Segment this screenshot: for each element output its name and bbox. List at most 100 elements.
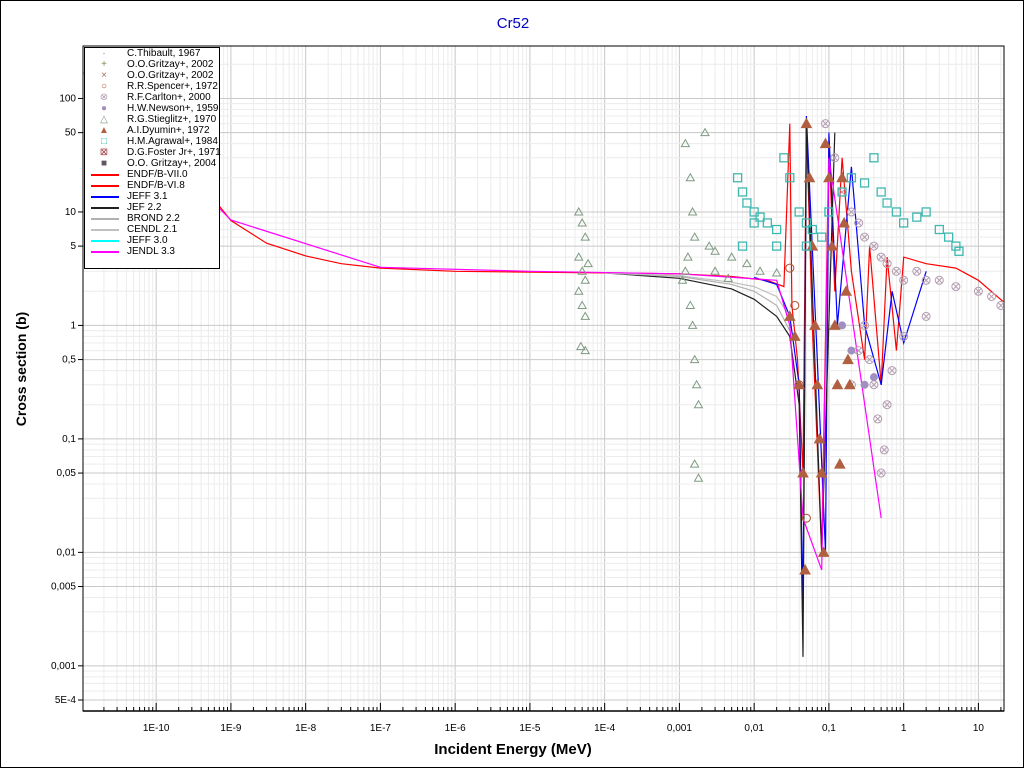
legend-line-icon <box>91 240 119 242</box>
circle-x-marker <box>934 275 944 285</box>
x-tick-label: 10 <box>973 723 985 734</box>
triangle-filled-marker <box>828 319 841 330</box>
triangle-open-marker <box>704 241 715 250</box>
legend-label: H.M.Agrawal+, 1984 <box>127 136 218 147</box>
legend-marker-icon: + <box>101 59 107 70</box>
legend-item: ○ R.R.Spencer+, 1972 <box>85 81 219 92</box>
square-open-marker <box>742 198 752 208</box>
triangle-filled-marker <box>800 117 813 129</box>
triangle-open-marker <box>687 206 698 216</box>
x-tick-label: 1E-7 <box>370 723 392 734</box>
triangle-open-marker <box>580 345 591 355</box>
circle-x-marker <box>865 355 875 365</box>
circle-x-marker <box>953 283 959 290</box>
circle-x-marker <box>873 414 883 424</box>
circle-x-marker <box>878 470 885 476</box>
square-open-marker <box>869 153 879 163</box>
legend-item: JEFF 3.0 <box>85 235 219 246</box>
circle-x-marker <box>975 288 982 295</box>
legend-label: R.G.Stieglitz+, 1970 <box>127 114 217 125</box>
circle-x-marker <box>900 277 907 284</box>
circle-open-marker <box>790 300 800 310</box>
circle-x-marker <box>871 243 877 249</box>
square-open-marker <box>921 207 931 217</box>
legend-line-icon <box>91 185 119 187</box>
circle-x-marker <box>854 218 864 228</box>
square-open-marker <box>772 241 782 251</box>
circle-x-marker <box>923 277 930 284</box>
legend-item: × O.O.Gritzay+, 2002 <box>85 70 219 81</box>
triangle-filled-marker <box>819 137 832 149</box>
circle-x-marker <box>923 313 930 320</box>
triangle-open-marker <box>577 217 588 227</box>
square-open-marker <box>807 224 817 235</box>
triangle-open-marker <box>687 320 698 329</box>
legend-line-icon <box>91 229 119 231</box>
square-open-marker <box>934 224 944 235</box>
x-tick-label: 1 <box>901 723 907 734</box>
circle-x-marker <box>899 275 909 285</box>
square-open-marker <box>732 173 743 183</box>
legend-label: CENDL 2.1 <box>127 224 178 235</box>
legend-label: C.Thibault, 1967 <box>127 48 201 59</box>
triangle-filled-marker <box>826 240 838 251</box>
square-open-marker <box>794 207 804 217</box>
circle-x-marker <box>855 347 862 354</box>
legend-label: O.O.Gritzay+, 2002 <box>127 59 214 70</box>
square-open-marker <box>737 187 748 197</box>
circle-x-marker <box>820 119 830 129</box>
circle-filled-marker <box>869 373 878 382</box>
legend-item: + O.O.Gritzay+, 2002 <box>85 59 219 70</box>
legend-item: JENDL 3.3 <box>85 246 219 257</box>
legend-item: △ R.G.Stieglitz+, 1970 <box>85 114 219 125</box>
triangle-open-marker <box>677 275 688 284</box>
circle-filled-marker <box>860 380 869 389</box>
circle-x-marker <box>921 311 931 321</box>
series-group <box>83 71 1004 657</box>
y-tick-label: 10 <box>65 207 77 218</box>
curve-jef-2-2 <box>604 123 836 657</box>
x-tick-label: 1E-5 <box>519 723 541 734</box>
triangle-open-marker <box>685 172 696 182</box>
circle-x-marker <box>860 232 870 242</box>
legend-label: JEFF 3.0 <box>127 235 168 246</box>
triangle-filled-marker <box>842 353 854 365</box>
legend-line-icon <box>91 174 119 176</box>
square-open-marker <box>801 218 812 228</box>
x-tick-label: 0,01 <box>744 723 764 734</box>
chart-title: Cr52 <box>496 15 530 32</box>
circle-x-marker <box>889 367 895 374</box>
x-tick-label: 1E-6 <box>445 723 467 734</box>
legend: · C.Thibault, 1967 + O.O.Gritzay+, 2002 × O.O… <box>84 47 221 269</box>
y-tick-label: 5E-4 <box>55 695 77 706</box>
circle-x-marker <box>882 259 892 269</box>
triangle-filled-marker <box>809 319 821 330</box>
circle-x-marker <box>998 302 1004 309</box>
legend-marker-icon: · <box>102 48 106 59</box>
circle-open-marker <box>801 513 811 523</box>
circle-x-marker <box>839 189 845 195</box>
square-open-marker <box>749 207 759 217</box>
square-open-marker <box>846 173 857 183</box>
legend-item: · C.Thibault, 1967 <box>85 48 219 59</box>
circle-x-marker <box>874 416 881 422</box>
legend-label: JENDL 3.3 <box>127 246 175 257</box>
x-tick-label: 0,1 <box>822 723 836 734</box>
legend-label: BROND 2.2 <box>127 213 180 224</box>
legend-label: ENDF/B-VII.0 <box>127 169 188 180</box>
triangle-open-marker <box>723 273 734 282</box>
triangle-open-marker <box>710 266 720 275</box>
triangle-open-marker <box>693 473 704 482</box>
square-open-marker <box>951 241 961 251</box>
triangle-filled-marker <box>783 310 796 321</box>
legend-label: A.I.Dyumin+, 1972 <box>127 125 210 136</box>
circle-x-marker <box>912 266 922 276</box>
legend-item: JEF 2.2 <box>85 202 219 213</box>
circle-x-marker <box>871 381 877 388</box>
legend-item: □ H.M.Agrawal+, 1984 <box>85 136 219 147</box>
y-tick-label: 100 <box>59 93 76 104</box>
legend-item: ▲ A.I.Dyumin+, 1972 <box>85 125 219 136</box>
x-axis-label: Incident Energy (MeV) <box>434 741 592 758</box>
legend-marker-icon: ⊗ <box>99 92 109 103</box>
triangle-open-marker <box>693 399 704 409</box>
